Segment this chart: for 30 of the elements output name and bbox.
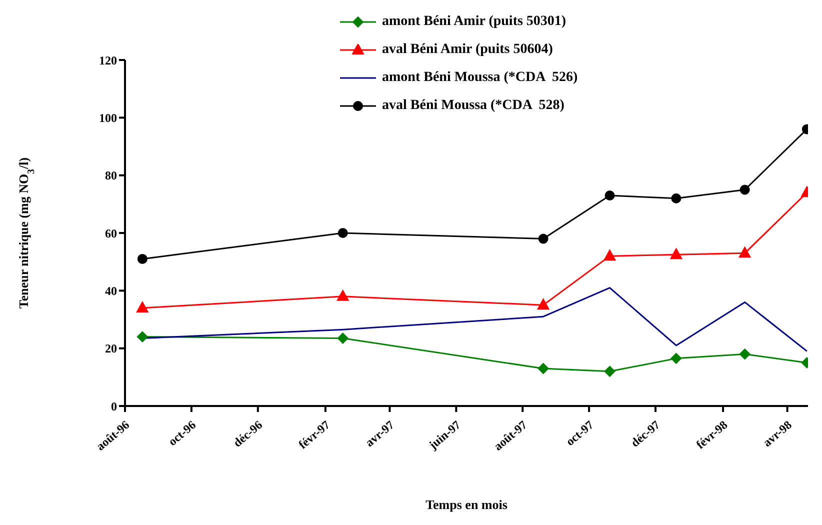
point: [136, 331, 148, 342]
legend-label: aval Béni Moussa (*CDA 528): [382, 98, 564, 114]
point: [604, 190, 615, 201]
y-tick-label: 40: [105, 284, 117, 298]
point: [538, 234, 548, 244]
point: [338, 228, 348, 238]
y-tick-label: 0: [111, 399, 117, 414]
point: [604, 366, 616, 377]
point: [136, 301, 148, 312]
point: [740, 184, 750, 195]
y-tick-label: 80: [105, 168, 117, 183]
point: [670, 248, 682, 260]
x-axis-title: Temps en mois: [426, 497, 508, 512]
point: [739, 348, 750, 360]
point: [604, 250, 616, 261]
legend-label: amont Béni Moussa (*CDA 526): [382, 70, 578, 86]
y-tick-label: 100: [99, 110, 117, 125]
point: [671, 193, 682, 204]
point: [137, 254, 148, 264]
point: [670, 352, 682, 364]
y-tick-label: 60: [105, 226, 117, 240]
y-tick-label: 120: [99, 53, 117, 68]
legend-label: aval Béni Amir (puits 50604): [382, 42, 553, 58]
point: [337, 332, 348, 344]
point: [336, 290, 349, 301]
y-tick-label: 20: [105, 342, 117, 356]
legend-label: amont Béni Amir (puits 50301): [382, 14, 566, 30]
point: [738, 246, 751, 258]
point: [537, 298, 550, 310]
point: [538, 363, 549, 374]
